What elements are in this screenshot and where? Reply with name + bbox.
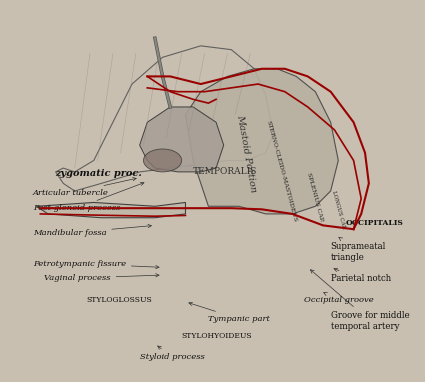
Polygon shape <box>56 46 273 191</box>
Text: Groove for middle
temporal artery: Groove for middle temporal artery <box>310 270 409 330</box>
Text: STYLOGLOSSUS: STYLOGLOSSUS <box>86 296 152 304</box>
Text: zygomatic proc.: zygomatic proc. <box>56 169 142 178</box>
Text: Suprameatal
triangle: Suprameatal triangle <box>331 237 386 262</box>
Text: Articular tubercle: Articular tubercle <box>33 178 136 197</box>
Text: TEMPORALIS: TEMPORALIS <box>193 167 258 176</box>
Text: STYLOHYOIDEUS: STYLOHYOIDEUS <box>181 332 252 340</box>
Text: Tympanic part: Tympanic part <box>189 302 270 323</box>
Text: Vaginal process: Vaginal process <box>44 274 159 282</box>
Text: SPLENIUS CAP.: SPLENIUS CAP. <box>306 172 324 223</box>
Text: Petrotympanic fissure: Petrotympanic fissure <box>33 260 159 269</box>
Text: Styloid process: Styloid process <box>140 346 204 361</box>
Text: OCCIPITALIS: OCCIPITALIS <box>346 219 404 227</box>
Ellipse shape <box>144 149 181 172</box>
Text: Occipital groove: Occipital groove <box>304 293 374 304</box>
Text: Mastoid Portion: Mastoid Portion <box>235 114 258 193</box>
Text: LONGUS CAP.: LONGUS CAP. <box>331 190 346 230</box>
Text: STERNO-CLEIDO-MASTOIDEUS: STERNO-CLEIDO-MASTOIDEUS <box>265 120 297 223</box>
Polygon shape <box>185 69 338 214</box>
Polygon shape <box>140 107 224 172</box>
Text: Post-glenoid process: Post-glenoid process <box>33 182 144 212</box>
Text: Mandibular fossa: Mandibular fossa <box>33 224 151 237</box>
Polygon shape <box>37 202 185 218</box>
Text: Parietal notch: Parietal notch <box>331 268 391 283</box>
